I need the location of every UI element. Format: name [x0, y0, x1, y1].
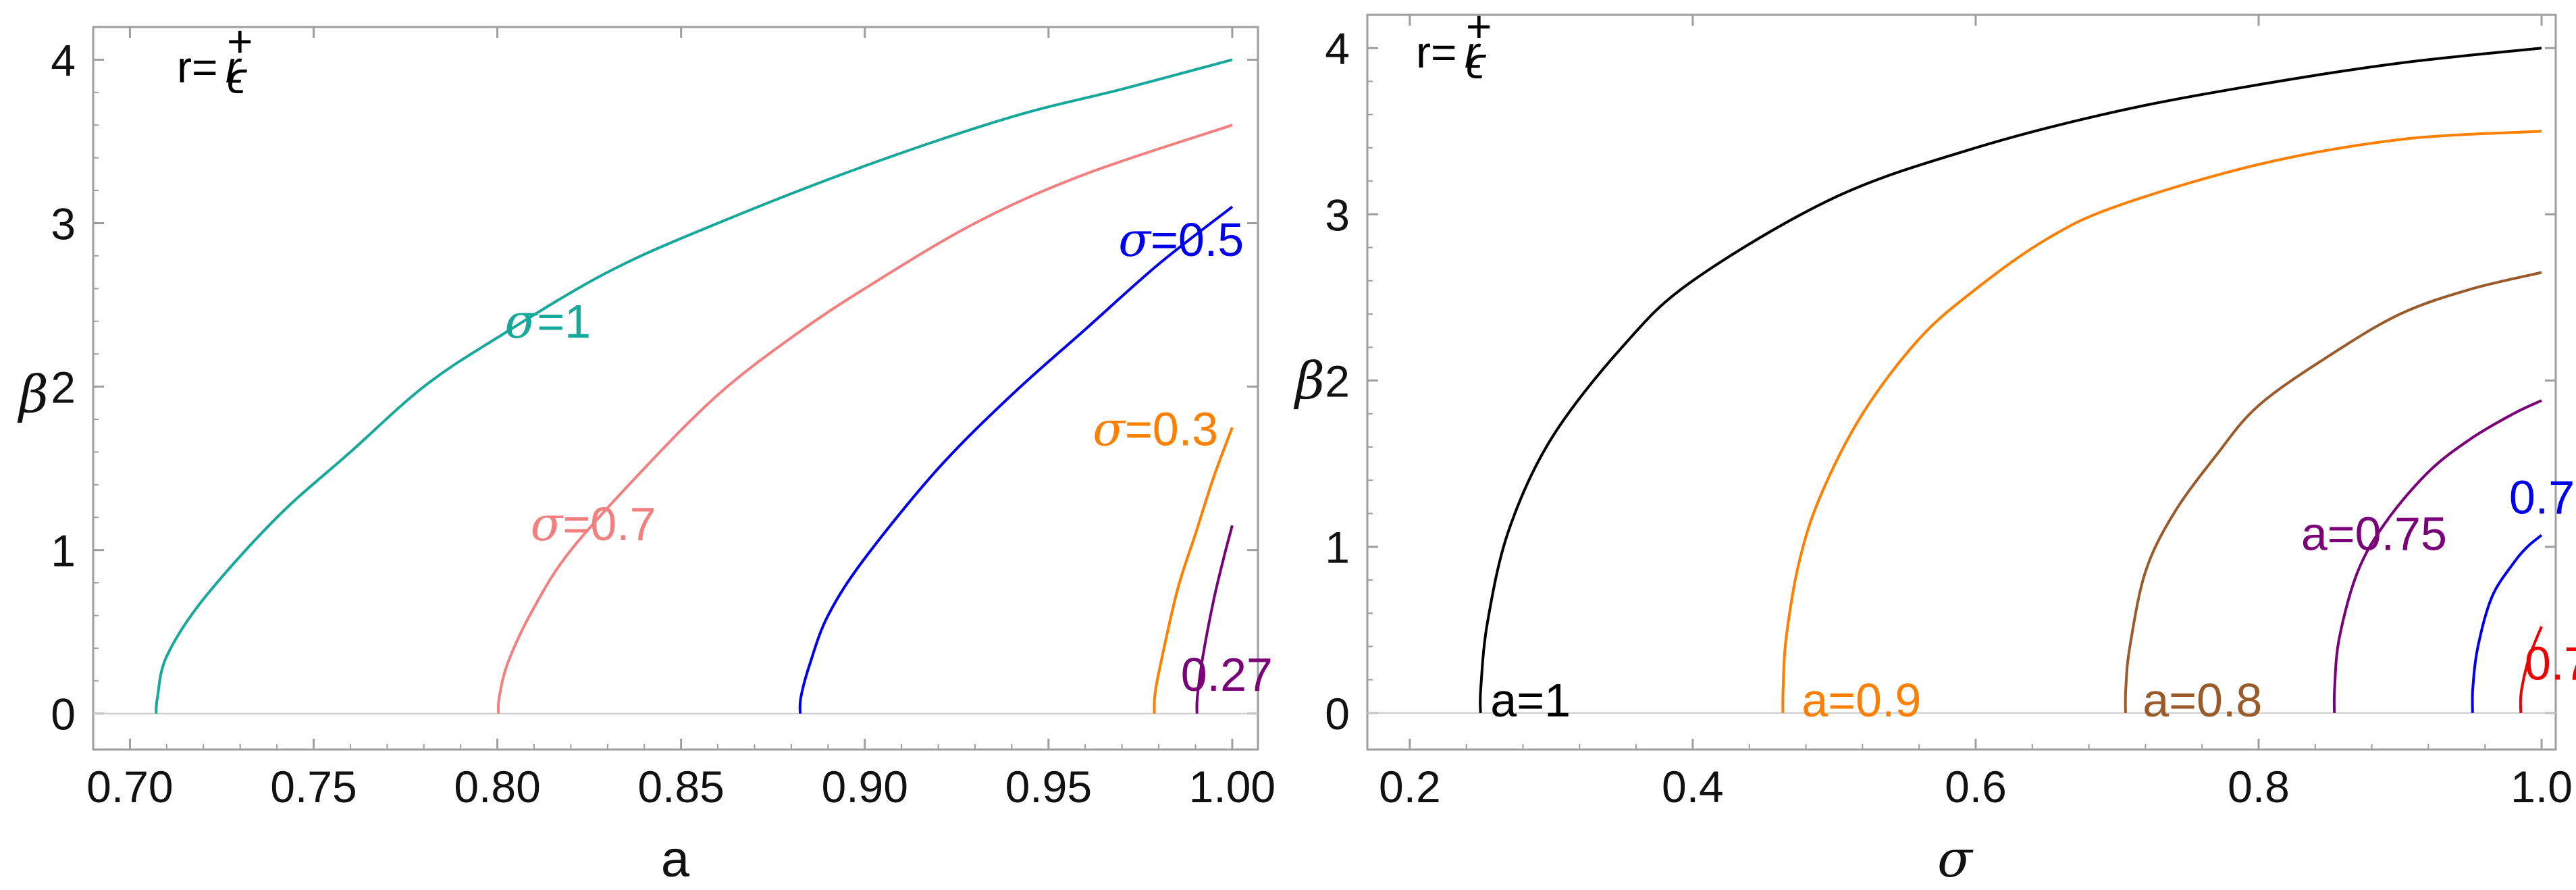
y-tick-label: 1: [51, 526, 76, 576]
series-label: a=0.75: [2301, 508, 2447, 560]
series-line: [2519, 626, 2543, 713]
series-label: σ=1: [504, 294, 591, 349]
curves-right: [1479, 47, 2543, 713]
x-axis-right: 0.2 0.4 0.6 0.8 1.0: [1379, 15, 2573, 812]
x-tick-label: 0.2: [1379, 762, 1441, 812]
label-value: =0.7: [562, 498, 656, 550]
series-line: [798, 205, 1234, 714]
radius-annotation-left: r= ϵ + r: [177, 16, 253, 103]
series-label: 0.71: [2525, 637, 2576, 690]
y-tick-label: 4: [1325, 24, 1350, 74]
x-tick-label: 0.4: [1662, 762, 1724, 812]
x-tick-label: 0.85: [637, 762, 724, 812]
y-tick-label: 0: [51, 689, 76, 739]
y-tick-label: 1: [1325, 523, 1350, 573]
label-value: =1: [537, 295, 591, 348]
y-tick-label: 2: [1325, 357, 1350, 407]
curves-left: [155, 58, 1234, 714]
annotation-r-text: r=: [1416, 27, 1457, 77]
sigma-glyph: σ: [531, 496, 564, 552]
annotation-r-text: r=: [177, 42, 218, 92]
radius-annotation-right: r= ϵ + r: [1416, 1, 1492, 88]
chart-panel-right: 0.2 0.4 0.6 0.8 1.0 0 1 2 3 4 a=1 a=0.9 a=0.8 a=0.7…: [1293, 1, 2576, 889]
series-line: [2332, 399, 2542, 713]
x-axis-label-right: σ: [1937, 829, 1974, 889]
y-tick-label: 3: [1325, 190, 1350, 240]
annotation-sub: ϵ: [1466, 38, 1487, 88]
x-tick-label: 0.6: [1945, 762, 2007, 812]
y-axis-label-left: β: [17, 364, 49, 424]
series-label: 0.27: [1181, 648, 1273, 701]
series-line: [1195, 525, 1234, 714]
series-label: σ=0.5: [1118, 212, 1244, 267]
plot-frame-left: [92, 26, 1259, 751]
y-axis-label-right: β: [1293, 350, 1325, 411]
series-line: [2471, 533, 2543, 713]
series-label: 0.72: [2509, 471, 2576, 523]
series-line: [155, 58, 1233, 714]
y-tick-label: 3: [51, 199, 76, 248]
series-line: [2124, 271, 2542, 713]
series-line: [1781, 130, 2542, 713]
series-label: a=0.8: [2143, 674, 2262, 727]
x-tick-label: 0.8: [2228, 762, 2290, 812]
sigma-glyph: σ: [1118, 212, 1152, 267]
x-tick-label: 0.70: [86, 762, 173, 812]
x-tick-label: 0.75: [270, 762, 357, 812]
annotation-sup: +: [1466, 1, 1492, 51]
y-axis-left: 0 1 2 3 4: [51, 35, 1258, 739]
series-label: a=1: [1490, 674, 1571, 727]
sigma-glyph: σ: [1093, 402, 1126, 457]
series-label: σ=0.7: [531, 496, 656, 552]
x-axis-left: 0.70 0.75 0.80 0.85 0.90 0.95 1.00: [86, 27, 1276, 812]
sigma-glyph: σ: [504, 294, 538, 349]
curve-labels-left: σ=1σ=0.7σ=0.5σ=0.30.27: [504, 212, 1273, 701]
x-tick-label: 1.00: [1189, 762, 1276, 812]
x-axis-label-left: a: [661, 831, 690, 888]
y-axis-right: 0 1 2 3 4: [1325, 24, 2556, 739]
y-tick-label: 4: [51, 35, 76, 85]
plot-frame-right: [1366, 14, 2557, 751]
series-line: [1479, 47, 2542, 713]
annotation-sup: +: [227, 16, 253, 66]
x-tick-label: 0.95: [1005, 762, 1092, 812]
y-tick-label: 2: [51, 363, 76, 413]
x-tick-label: 0.80: [454, 762, 540, 812]
annotation-r-italic: r: [1465, 27, 1481, 77]
series-label: σ=0.3: [1093, 402, 1218, 457]
annotation-r-italic: r: [226, 42, 242, 92]
x-tick-label: 1.0: [2511, 762, 2573, 812]
series-line: [496, 124, 1233, 714]
label-value: =0.3: [1125, 403, 1218, 456]
x-tick-label: 0.90: [822, 762, 908, 812]
curve-labels-right: a=1 a=0.9 a=0.8 a=0.75 0.72 0.71: [1490, 471, 2576, 726]
series-line: [1153, 427, 1234, 714]
y-tick-label: 0: [1325, 689, 1350, 739]
series-label: a=0.9: [1802, 674, 1921, 727]
label-value: =0.5: [1151, 213, 1244, 266]
annotation-sub: ϵ: [227, 53, 248, 103]
